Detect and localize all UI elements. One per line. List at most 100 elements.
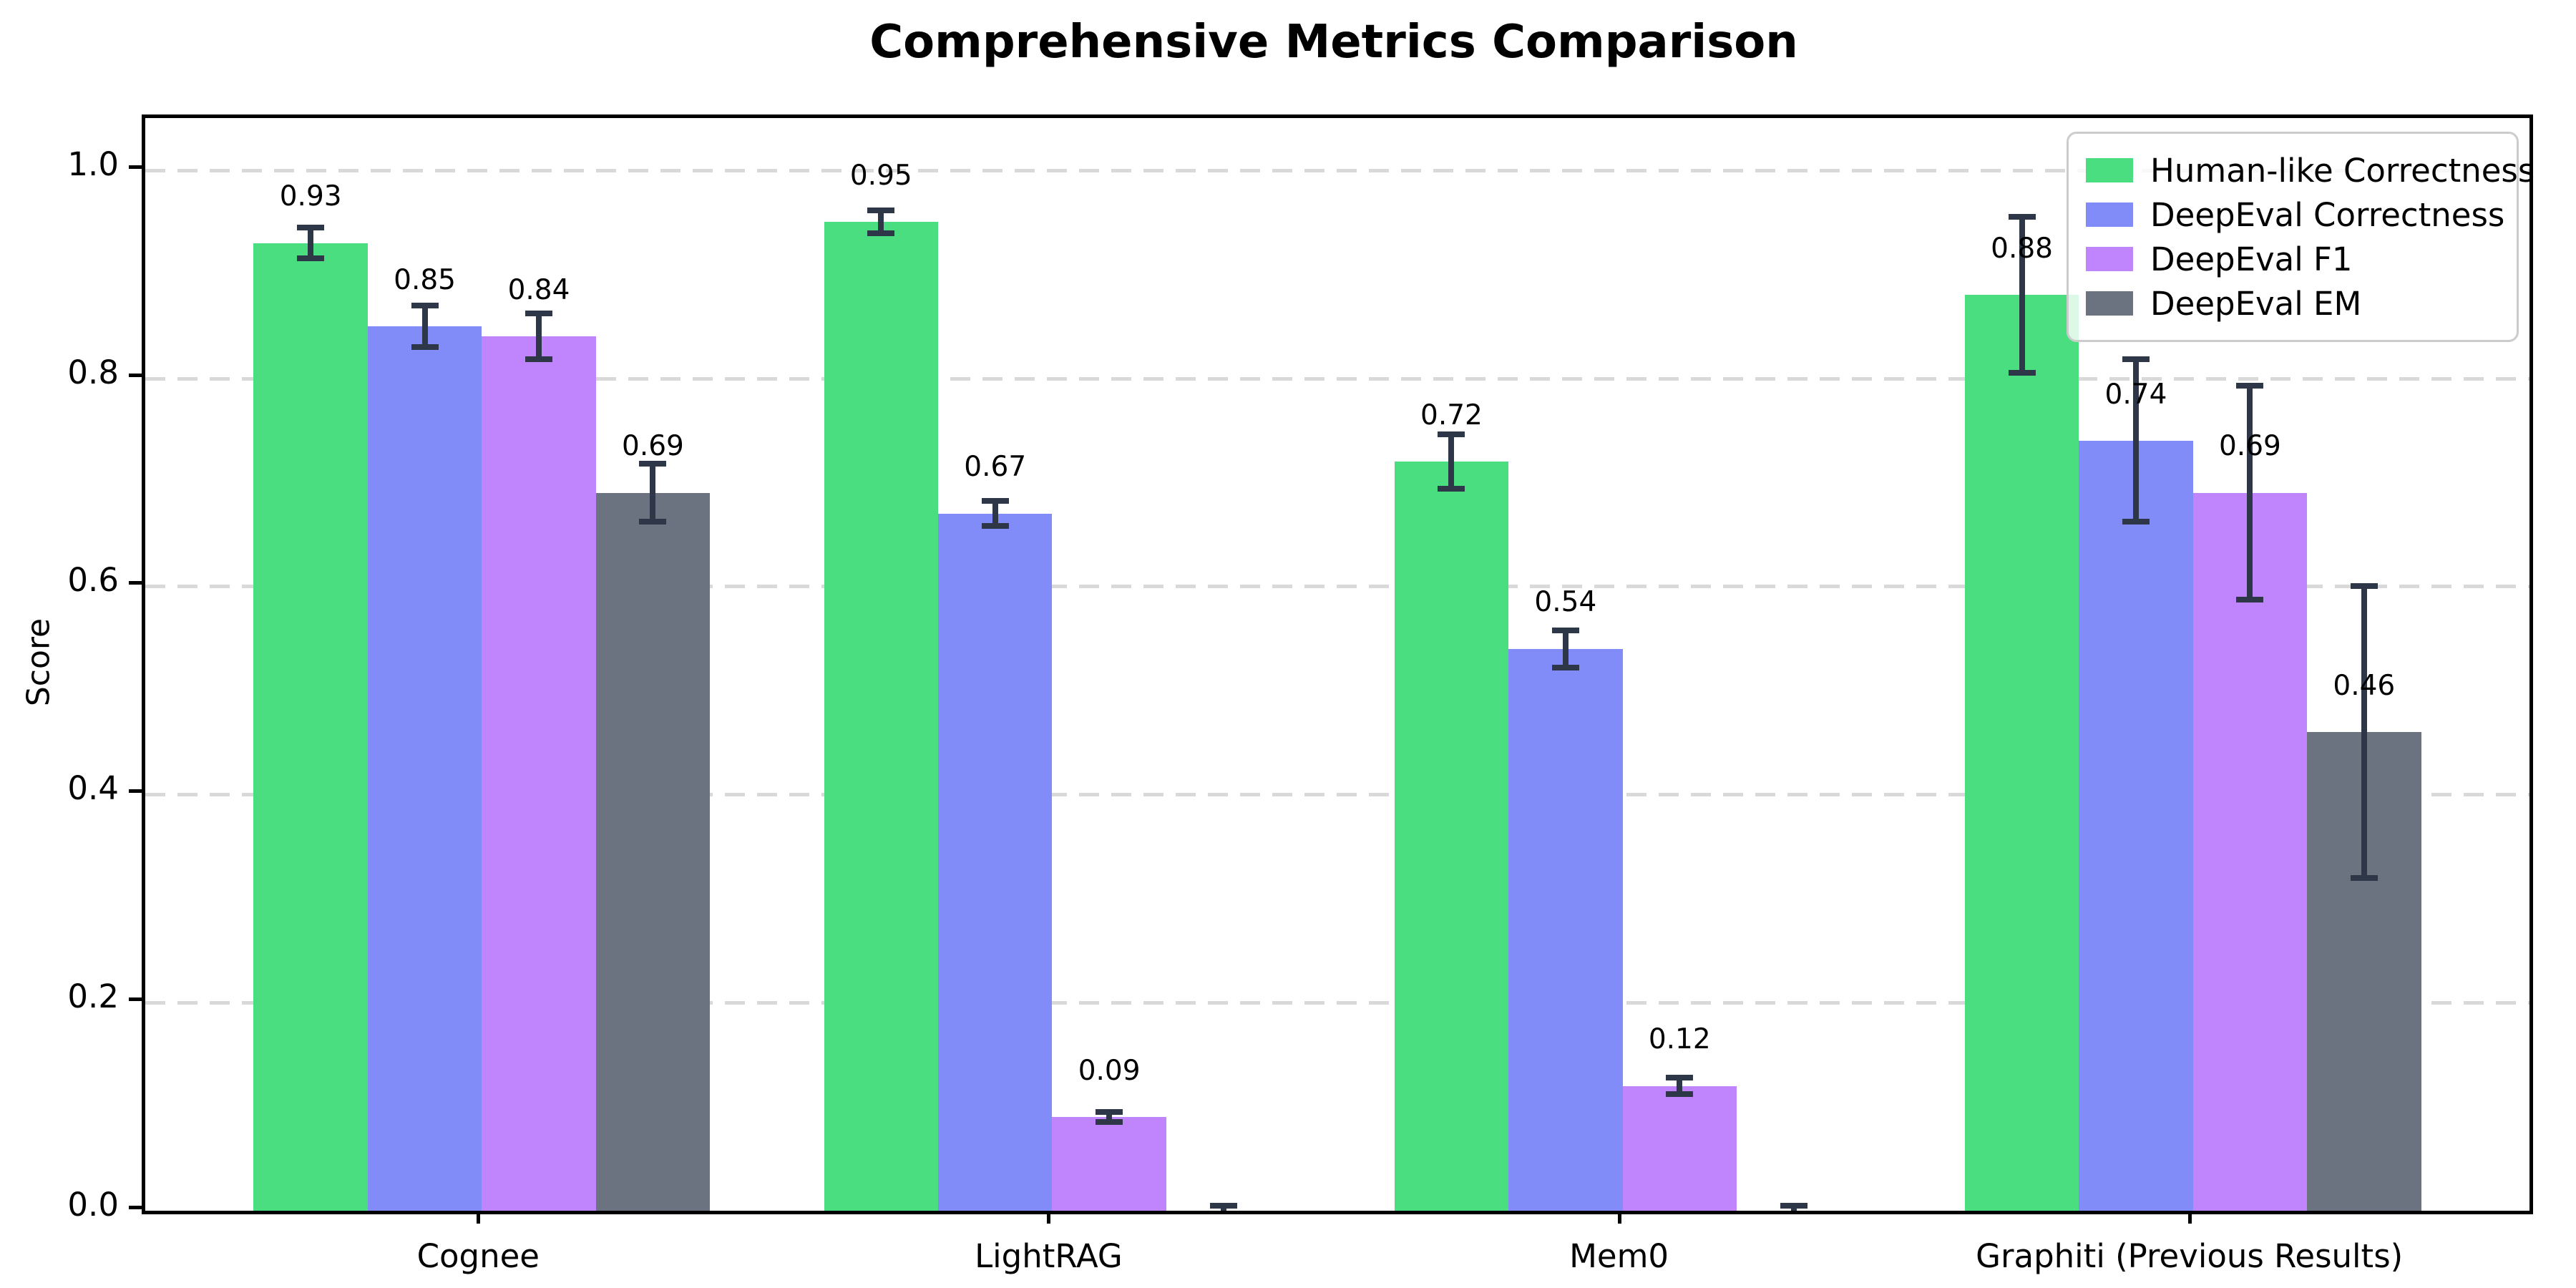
y-tick-label: 1.0 [67,145,119,183]
error-bar [1448,434,1455,489]
x-tick-label: Mem0 [1569,1237,1669,1275]
error-bar-cap [981,523,1009,530]
bar [253,243,368,1211]
legend-swatch [2086,247,2133,271]
y-tick-label: 0.8 [67,353,119,391]
legend-swatch [2086,291,2133,316]
error-bar-cap [1666,1074,1694,1080]
error-bar [2247,385,2253,600]
y-tick-label: 0.0 [67,1186,119,1224]
bar-value-label: 0.69 [622,430,684,463]
error-bar-cap [525,356,553,363]
error-bar-cap [1210,1213,1237,1214]
bar-value-label: 0.69 [2218,430,2281,463]
y-tick [129,1206,142,1209]
bar-value-label: 0.74 [2104,378,2167,411]
bar [1622,1085,1737,1211]
error-bar-cap [1438,431,1465,438]
y-tick [129,789,142,794]
x-tick-label: Cognee [416,1237,540,1275]
chart-title: Comprehensive Metrics Comparison [869,16,1798,69]
error-bar [650,463,656,522]
error-bar-cap [525,311,553,317]
bar [938,513,1053,1211]
error-bar-cap [2236,597,2264,603]
bar [482,336,596,1211]
error-bar-cap [1096,1119,1123,1126]
bar-value-label: 0.93 [279,180,342,213]
error-bar-cap [2350,874,2378,881]
bar-value-label: 0.72 [1420,399,1483,431]
error-bar-cap [2008,214,2036,220]
error-bar-cap [2122,519,2150,525]
legend-item: DeepEval EM [2086,281,2499,326]
error-bar-cap [639,519,667,525]
bar [1394,461,1509,1211]
error-bar-cap [411,343,439,350]
y-tick [129,581,142,585]
bar [367,326,482,1211]
bar-value-label: 0.88 [1991,232,2053,265]
bar-value-label: 0.54 [1534,586,1597,619]
error-bar-cap [1666,1091,1694,1098]
error-bar-cap [639,460,667,467]
legend-swatch [2086,203,2133,227]
legend: Human-like Correctness DeepEval Correctne… [2067,132,2534,342]
legend-item: DeepEval F1 [2086,237,2499,281]
x-tick [1047,1211,1051,1224]
legend-label: DeepEval Correctness [2150,195,2505,234]
error-bar-cap [2122,356,2150,363]
bar-value-label: 0.85 [394,263,456,296]
error-bar [992,501,998,527]
error-bar-cap [297,255,325,262]
error-bar [1677,1077,1683,1095]
error-bar [2132,359,2139,522]
bar [1964,295,2079,1211]
x-tick [1617,1211,1621,1224]
error-bar [536,313,542,360]
x-tick [2187,1211,2192,1224]
error-bar-cap [297,224,325,230]
x-tick-label: LightRAG [975,1237,1123,1275]
bar-value-label: 0.46 [2333,669,2396,702]
legend-label: DeepEval F1 [2150,240,2353,278]
y-tick [129,373,142,377]
gridline [145,168,2529,172]
y-tick [129,165,142,169]
bar [1508,648,1623,1211]
y-tick-label: 0.2 [67,977,119,1016]
bar [1052,1117,1166,1211]
gridline [145,793,2529,797]
error-bar-cap [981,498,1009,504]
error-bar [2361,586,2367,878]
bar [595,492,711,1211]
gridline [145,376,2529,381]
error-bar-cap [1551,627,1579,633]
y-tick-label: 0.4 [67,769,119,808]
error-bar-cap [2236,382,2264,389]
error-bar [308,227,314,259]
error-bar [878,210,884,234]
y-tick-label: 0.6 [67,561,119,600]
legend-swatch [2086,158,2133,182]
error-bar [2019,217,2025,374]
legend-label: DeepEval EM [2150,284,2362,323]
bar-value-label: 0.95 [849,160,912,192]
legend-item: Human-like Correctness [2086,148,2534,192]
error-bar-cap [2008,370,2036,376]
bar-value-label: 0.09 [1078,1054,1141,1087]
bar-value-label: 0.12 [1648,1023,1711,1056]
legend-label: Human-like Correctness [2150,151,2535,190]
error-bar-cap [1551,664,1579,670]
x-tick [477,1211,481,1224]
error-bar-cap [1780,1213,1807,1214]
x-tick-label: Graphiti (Previous Results) [1976,1237,2404,1275]
error-bar-cap [867,208,895,214]
error-bar-cap [2350,583,2378,590]
error-bar [421,305,428,347]
bar [824,222,938,1211]
legend-item: DeepEval Correctness [2086,192,2504,237]
bar [2079,440,2193,1211]
error-bar-cap [1096,1108,1123,1115]
